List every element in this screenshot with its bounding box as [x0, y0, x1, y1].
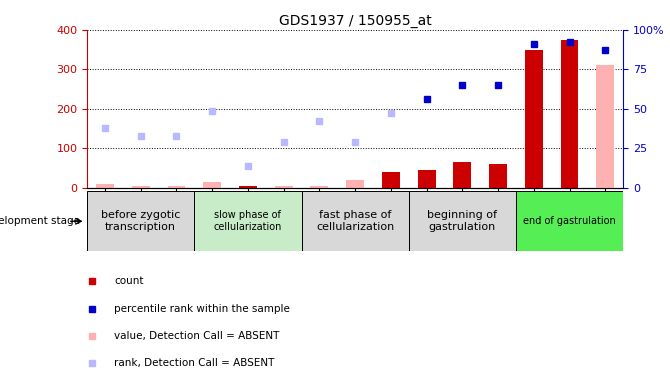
Text: development stage: development stage [0, 216, 80, 226]
Bar [87, 191, 194, 251]
Bar [239, 186, 257, 188]
Bar [596, 65, 614, 188]
Bar [132, 186, 149, 188]
Bar [310, 186, 328, 188]
Title: GDS1937 / 150955_at: GDS1937 / 150955_at [279, 13, 431, 28]
Bar [203, 182, 221, 188]
Bar [417, 170, 436, 188]
Bar [346, 180, 364, 188]
Bar [525, 50, 543, 188]
Text: percentile rank within the sample: percentile rank within the sample [114, 304, 289, 314]
Text: rank, Detection Call = ABSENT: rank, Detection Call = ABSENT [114, 358, 274, 368]
Bar [168, 186, 186, 188]
Text: slow phase of
cellularization: slow phase of cellularization [214, 210, 282, 232]
Bar [516, 191, 623, 251]
Bar [96, 184, 114, 188]
Bar [302, 191, 409, 251]
Bar [454, 162, 471, 188]
Bar [409, 191, 516, 251]
Text: value, Detection Call = ABSENT: value, Detection Call = ABSENT [114, 331, 279, 341]
Text: before zygotic
transcription: before zygotic transcription [101, 210, 180, 232]
Text: count: count [114, 276, 143, 286]
Bar [382, 172, 400, 188]
Text: beginning of
gastrulation: beginning of gastrulation [427, 210, 497, 232]
Text: end of gastrulation: end of gastrulation [523, 216, 616, 226]
Text: fast phase of
cellularization: fast phase of cellularization [316, 210, 394, 232]
Bar [275, 186, 293, 188]
Bar [489, 164, 507, 188]
Bar [194, 191, 302, 251]
Bar [561, 40, 578, 188]
